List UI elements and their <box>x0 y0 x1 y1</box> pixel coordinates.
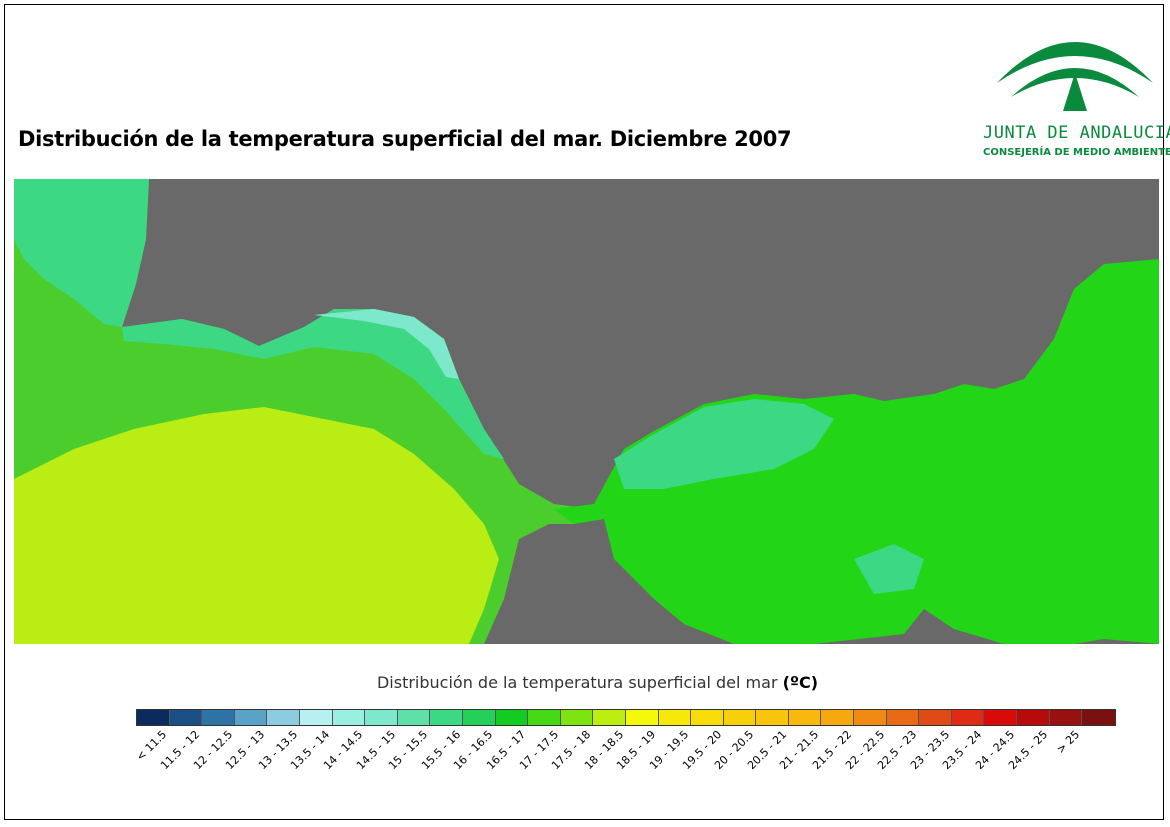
legend-swatch <box>788 710 822 725</box>
legend-swatch <box>202 710 235 725</box>
legend-swatch <box>234 710 268 725</box>
alboran-cooler-patch <box>614 399 834 489</box>
legend-swatch <box>593 710 626 725</box>
cadiz-coastal-cool <box>122 309 504 459</box>
legend-swatch <box>495 710 529 725</box>
legend-color-scale <box>136 709 1116 726</box>
alboran-sea-area <box>554 259 1159 644</box>
legend-swatch <box>397 710 431 725</box>
logo-subtitle: CONSEJERÍA DE MEDIO AMBIENTE <box>983 147 1170 158</box>
legend-swatch <box>691 710 724 725</box>
logo-emblem-icon <box>997 42 1153 111</box>
legend-class-label: > 25 <box>1054 728 1083 757</box>
legend-swatch <box>854 710 887 725</box>
legend-labels: < 11.5 11.5 - 12 12 - 12.5 12.5 - 13 13 - 13… <box>134 728 1086 798</box>
legend-swatch <box>462 710 496 725</box>
legend-swatch <box>658 710 692 725</box>
legend-swatch <box>919 710 952 725</box>
legend-swatch <box>625 710 659 725</box>
legend-swatch <box>365 710 398 725</box>
legend-swatch <box>430 710 463 725</box>
legend-swatch <box>1049 710 1083 725</box>
legend-swatch <box>528 710 561 725</box>
alboran-cooler-patch-2 <box>854 544 924 594</box>
legend-swatch <box>1017 710 1050 725</box>
legend-swatch <box>756 710 789 725</box>
legend-swatch <box>299 710 333 725</box>
legend-swatch <box>1082 710 1115 725</box>
legend-swatch <box>137 710 170 725</box>
legend-swatch <box>886 710 920 725</box>
legend-title-text: Distribución de la temperatura superfici… <box>376 673 778 692</box>
legend-swatch <box>984 710 1018 725</box>
legend-swatch <box>821 710 855 725</box>
atlantic-coastal-cool <box>14 179 149 327</box>
legend-swatch <box>267 710 300 725</box>
sea-temperature-map <box>14 179 1159 644</box>
legend-unit: (ºC) <box>782 673 819 692</box>
cadiz-nearshore-cool <box>314 309 459 379</box>
legend-swatch <box>560 710 594 725</box>
legend-swatch <box>951 710 985 725</box>
legend-title: Distribución de la temperatura superfici… <box>0 673 1170 692</box>
atlantic-warm-area <box>14 407 499 644</box>
logo-name: JUNTA DE ANDALUCIA <box>983 123 1170 143</box>
legend-swatch <box>332 710 366 725</box>
junta-de-andalucia-logo: JUNTA DE ANDALUCIA CONSEJERÍA DE MEDIO A… <box>983 19 1170 165</box>
legend-swatch <box>169 710 203 725</box>
legend-swatch <box>723 710 757 725</box>
page-title: Distribución de la temperatura superfici… <box>18 127 792 151</box>
